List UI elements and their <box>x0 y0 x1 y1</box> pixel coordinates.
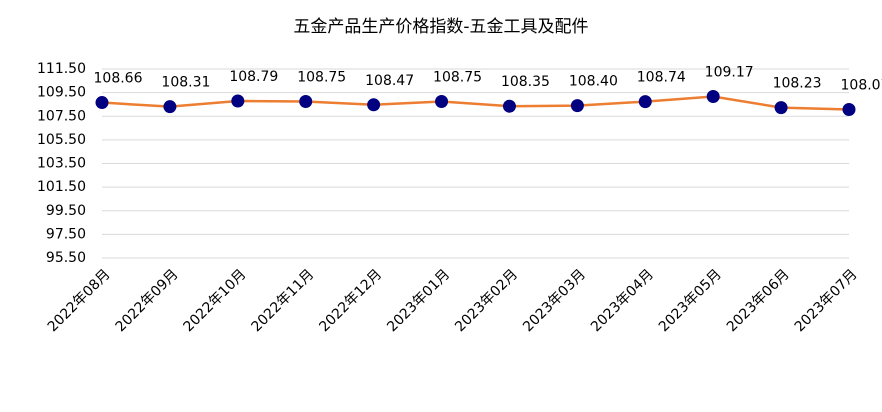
y-tick-label: 107.50 <box>37 108 86 124</box>
data-point <box>638 95 652 109</box>
y-tick-label: 101.50 <box>37 179 86 195</box>
data-label: 109.17 <box>705 65 754 81</box>
x-tick-label: 2022年10月 <box>181 266 250 335</box>
y-tick-label: 111.50 <box>37 61 86 77</box>
data-point <box>435 94 449 108</box>
x-tick-label: 2022年09月 <box>113 266 182 335</box>
x-tick-label: 2022年08月 <box>45 266 114 335</box>
x-tick-label: 2023年02月 <box>452 266 521 335</box>
data-label: 108.75 <box>297 69 346 85</box>
data-point <box>502 99 516 113</box>
data-point <box>95 96 109 110</box>
data-label: 108.07 <box>841 78 882 94</box>
data-point <box>299 94 313 108</box>
data-point <box>706 90 720 104</box>
data-label: 108.75 <box>433 69 482 85</box>
x-tick-label: 2023年01月 <box>384 266 453 335</box>
y-tick-label: 105.50 <box>37 132 86 148</box>
y-tick-label: 103.50 <box>37 156 86 172</box>
y-tick-label: 99.50 <box>46 203 86 219</box>
x-tick-label: 2023年07月 <box>792 266 861 335</box>
data-point <box>842 103 856 117</box>
data-label: 108.40 <box>569 74 618 90</box>
data-label: 108.35 <box>501 74 550 90</box>
x-tick-label: 2022年12月 <box>316 266 385 335</box>
data-label: 108.66 <box>94 71 143 87</box>
data-point <box>231 94 245 108</box>
x-tick-label: 2023年03月 <box>520 266 589 335</box>
y-tick-label: 97.50 <box>46 226 86 242</box>
series-line <box>101 95 850 111</box>
y-tick-label: 95.50 <box>46 250 86 266</box>
data-point <box>367 98 381 112</box>
data-point <box>163 100 177 114</box>
data-point <box>774 101 788 115</box>
data-label: 108.31 <box>161 75 210 91</box>
y-tick-label: 109.50 <box>37 85 86 101</box>
x-tick-label: 2023年06月 <box>724 266 793 335</box>
x-tick-label: 2023年04月 <box>588 266 657 335</box>
x-tick-label: 2022年11月 <box>248 266 317 335</box>
x-tick-label: 2023年05月 <box>656 266 725 335</box>
data-label: 108.23 <box>773 76 822 92</box>
data-point <box>570 99 584 113</box>
chart-title: 五金产品生产价格指数-五金工具及配件 <box>293 17 588 37</box>
data-label: 108.74 <box>637 70 686 86</box>
data-label: 108.79 <box>229 69 278 85</box>
data-label: 108.47 <box>365 73 414 89</box>
